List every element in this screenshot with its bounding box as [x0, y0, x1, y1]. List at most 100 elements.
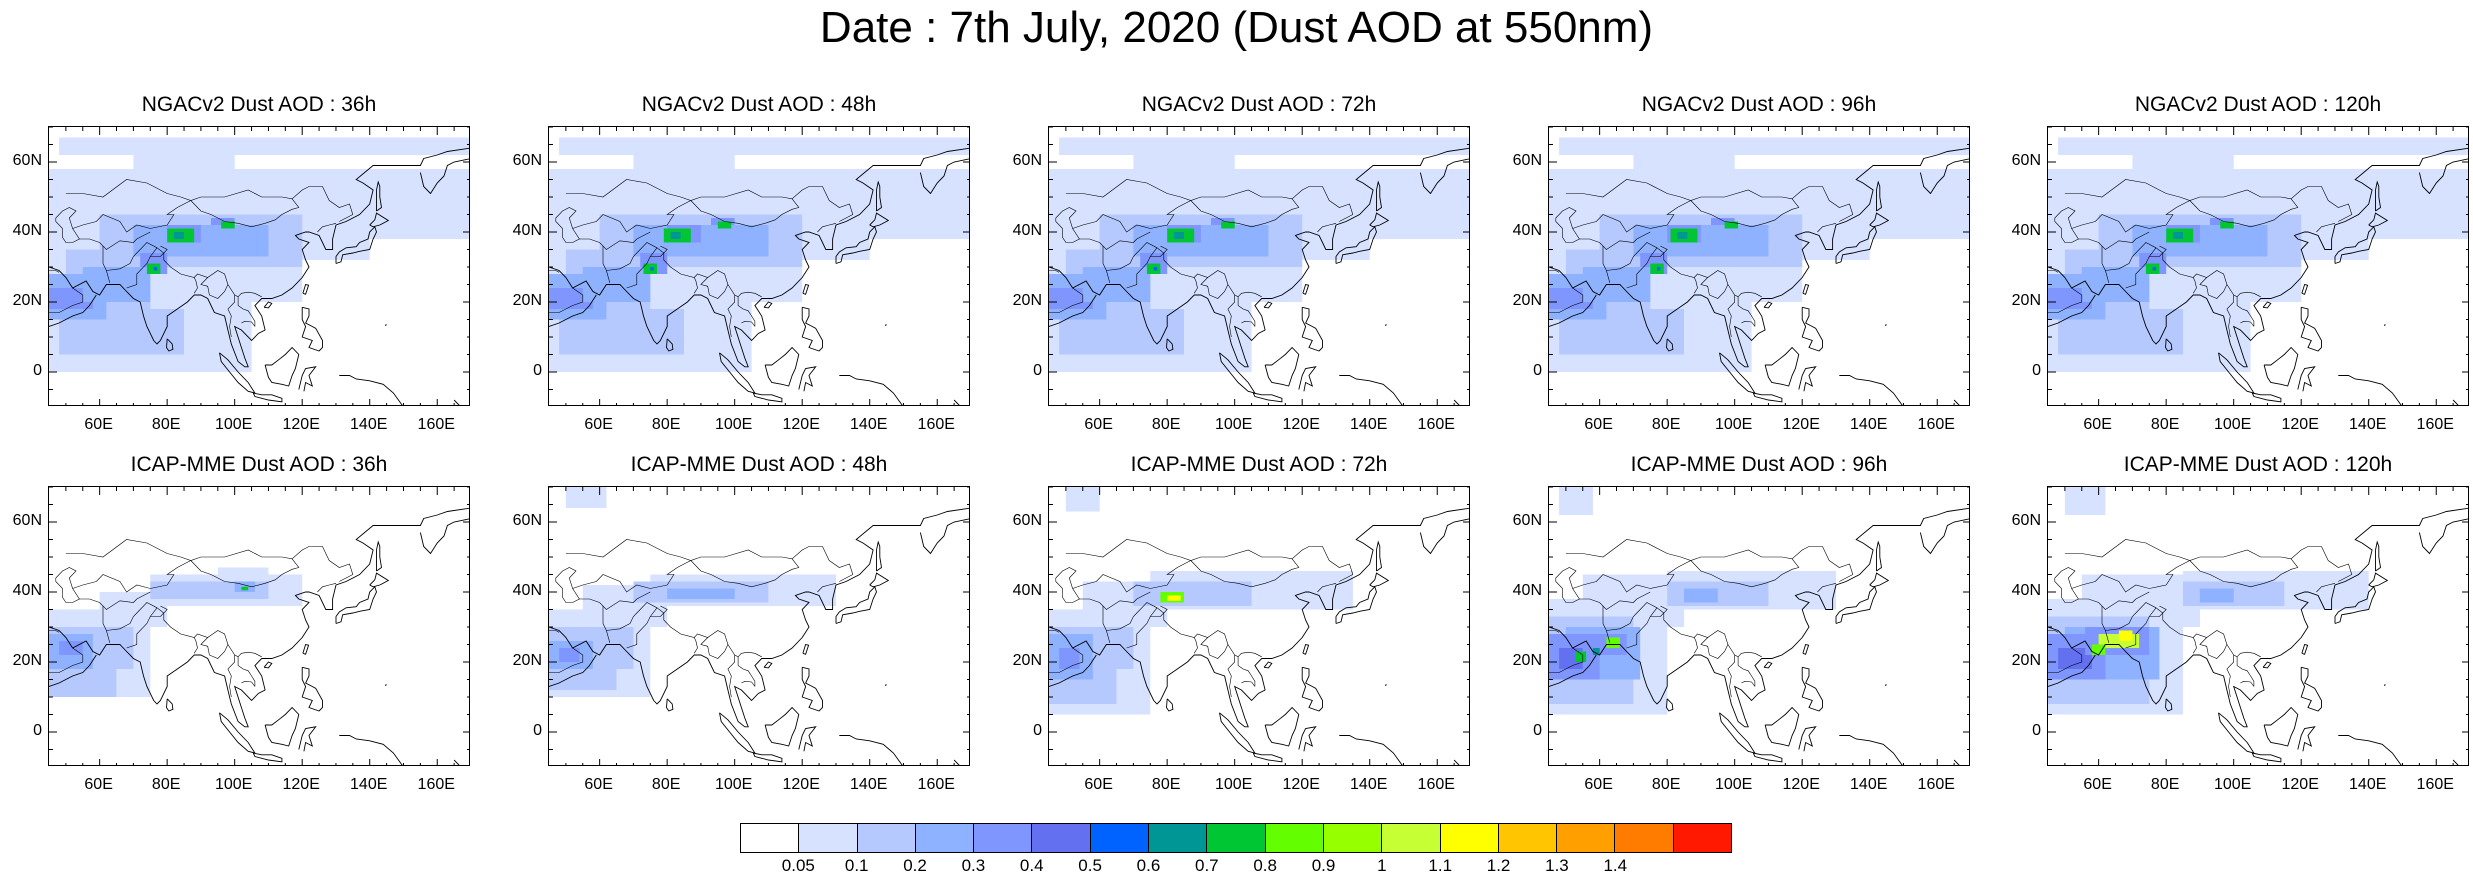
aod-cell: [1173, 232, 1184, 239]
coastline: [2262, 661, 2272, 669]
border-line: [1579, 591, 1651, 610]
border-line: [79, 591, 151, 610]
border-line: [1241, 320, 1256, 327]
map-area: [48, 126, 470, 406]
coastline: [1919, 518, 1969, 555]
x-tick-label: 140E: [1850, 416, 1888, 433]
border-line: [106, 602, 158, 631]
aod-cell: [234, 581, 255, 592]
y-tick-label: 60N: [2011, 152, 2041, 169]
border-line: [1049, 270, 1060, 273]
coastline: [384, 324, 387, 327]
border-line: [727, 644, 762, 658]
border-line: [1817, 223, 1837, 233]
aod-cell: [2172, 232, 2183, 239]
x-tick-label: 100E: [1214, 776, 1253, 793]
coastline: [2263, 706, 2299, 747]
border-line: [49, 287, 84, 313]
coastline: [1384, 684, 1387, 687]
aod-cell: [2064, 487, 2106, 515]
border-line: [602, 246, 611, 283]
border-line: [1693, 277, 1698, 294]
coastline: [2262, 301, 2272, 309]
coastline: [49, 654, 97, 687]
border-line: [1741, 680, 1756, 687]
colorbar-label: 1: [1377, 856, 1387, 875]
panel-title: ICAP-MME Dust AOD : 120h: [2123, 453, 2393, 476]
colorbar-label: 0.1: [844, 856, 869, 875]
y-tick-label: 40N: [2011, 582, 2041, 599]
border-line: [817, 223, 837, 233]
border-line: [1079, 591, 1151, 610]
aod-cell: [2152, 267, 2157, 271]
border-line: [241, 680, 256, 687]
coastline: [1764, 346, 1800, 387]
aod-cell: [667, 588, 735, 599]
border-line: [2064, 539, 2353, 582]
x-tick-label: 120E: [282, 416, 320, 433]
tick-marks: [1549, 487, 1969, 765]
coastline: [376, 540, 382, 572]
border-line: [606, 242, 658, 271]
border-line: [1079, 231, 1151, 250]
y-tick-label: 60N: [2011, 512, 2041, 529]
coastlines: [1049, 507, 1469, 765]
border-line: [193, 277, 198, 294]
y-tick-label: 20N: [1512, 292, 1542, 309]
map-area: [548, 126, 970, 406]
border-line: [193, 637, 198, 654]
border-line: [2048, 270, 2059, 273]
border-line: [190, 558, 300, 588]
coastline: [1876, 540, 1882, 572]
border-line: [72, 560, 191, 593]
coastline: [876, 540, 882, 572]
aod-cell: [1657, 267, 1661, 271]
tick-marks: [549, 487, 969, 765]
coastline: [1252, 392, 1283, 403]
aod-cell: [1592, 648, 1600, 655]
colorbar-label: 1.3: [1545, 856, 1569, 875]
coastline: [1369, 212, 1390, 228]
border-line: [1572, 560, 1691, 593]
aod-field: [1549, 487, 1836, 715]
aod-field: [49, 137, 469, 372]
x-tick-label: 140E: [2349, 416, 2387, 433]
y-tick-label: 0: [2032, 722, 2041, 739]
coastline: [953, 399, 960, 405]
coastline: [1049, 147, 1469, 368]
x-tick-label: 80E: [1151, 416, 1181, 433]
coastline: [335, 585, 377, 624]
y-tick-label: 20N: [12, 292, 42, 309]
coastline: [2383, 324, 2386, 327]
x-tick-label: 80E: [1151, 776, 1181, 793]
y-tick-label: 60N: [12, 152, 42, 169]
aod-cell: [2220, 221, 2234, 229]
border-line: [102, 606, 111, 643]
border-line: [1241, 680, 1256, 687]
border-line: [1606, 602, 1658, 631]
map-area: [1548, 486, 1970, 766]
coastline: [884, 324, 887, 327]
x-tick-label: 120E: [782, 416, 820, 433]
aod-cell: [1369, 169, 1469, 239]
border-line: [1606, 242, 1658, 271]
border-line: [65, 179, 354, 222]
x-tick-label: 140E: [850, 416, 888, 433]
coastline: [2218, 352, 2255, 394]
y-tick-label: 0: [1033, 722, 1042, 739]
border-line: [1106, 242, 1158, 271]
border-line: [2236, 296, 2255, 327]
border-line: [1579, 231, 1651, 250]
x-tick-label: 140E: [850, 776, 888, 793]
border-line: [555, 567, 580, 603]
coastline: [2048, 654, 2096, 687]
border-line: [579, 591, 651, 610]
coastline: [835, 585, 877, 624]
x-tick-label: 140E: [1350, 776, 1388, 793]
x-tick-label: 160E: [1917, 416, 1955, 433]
coastline: [1719, 352, 1756, 394]
coastline: [1298, 726, 1317, 752]
coastline: [549, 507, 969, 728]
x-tick-label: 140E: [2349, 776, 2387, 793]
coastlines: [1549, 507, 1969, 765]
